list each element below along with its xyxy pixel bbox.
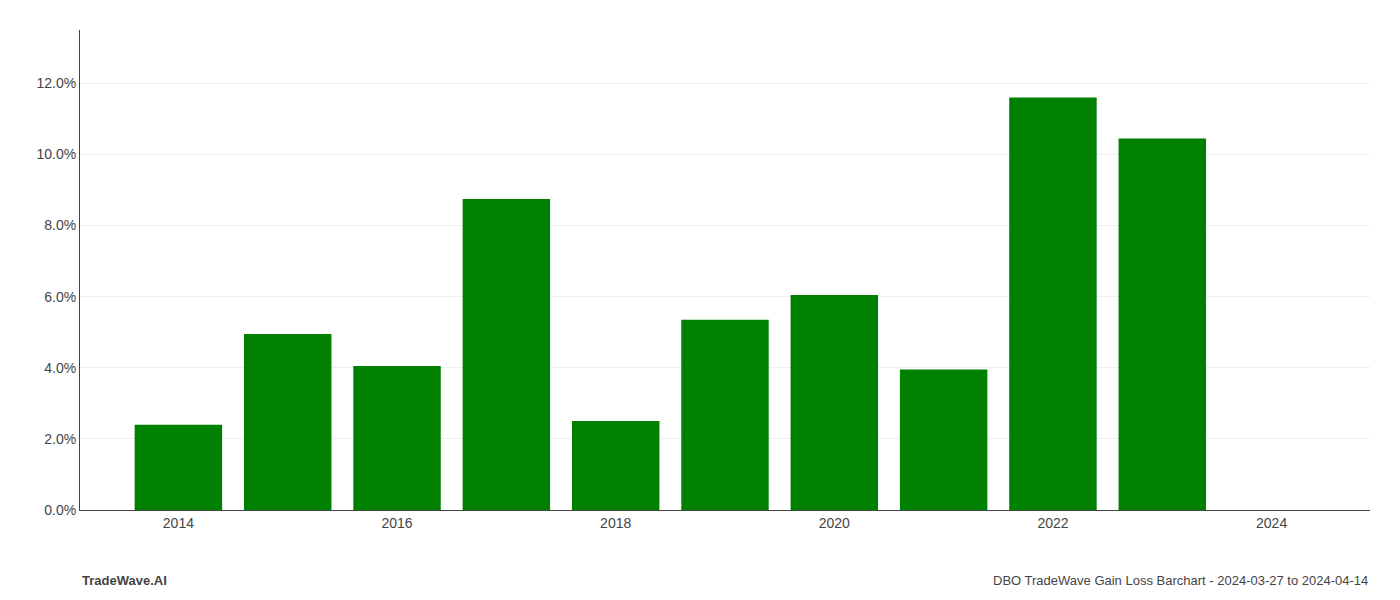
svg-text:8.0%: 8.0% [44,217,76,233]
svg-text:2020: 2020 [819,515,850,531]
svg-text:0.0%: 0.0% [44,502,76,518]
svg-text:2024: 2024 [1256,515,1287,531]
svg-text:2022: 2022 [1037,515,1068,531]
svg-text:2016: 2016 [381,515,412,531]
svg-text:2018: 2018 [600,515,631,531]
svg-text:2014: 2014 [163,515,194,531]
svg-text:4.0%: 4.0% [44,360,76,376]
svg-text:TradeWave.AI: TradeWave.AI [82,573,167,588]
svg-text:10.0%: 10.0% [36,146,76,162]
svg-text:2.0%: 2.0% [44,431,76,447]
svg-text:DBO TradeWave Gain Loss Barcha: DBO TradeWave Gain Loss Barchart - 2024-… [993,573,1368,588]
svg-text:12.0%: 12.0% [36,75,76,91]
svg-text:6.0%: 6.0% [44,289,76,305]
